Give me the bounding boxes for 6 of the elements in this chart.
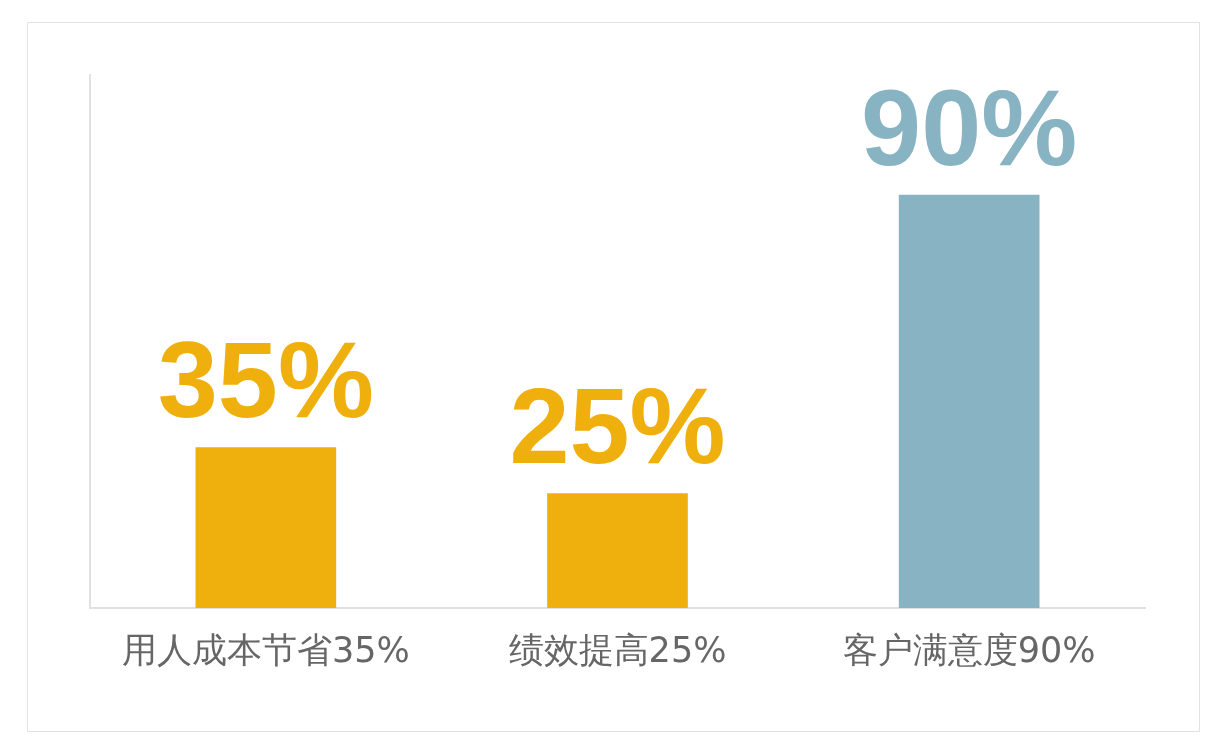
data-label: 25% [509, 365, 726, 487]
data-label: 90% [861, 66, 1078, 188]
x-tick-label: 用人成本节省35% [121, 630, 410, 671]
data-label: 35% [157, 319, 374, 441]
x-tick-label: 绩效提高25% [508, 630, 727, 671]
x-tick-label: 客户满意度90% [842, 630, 1096, 671]
